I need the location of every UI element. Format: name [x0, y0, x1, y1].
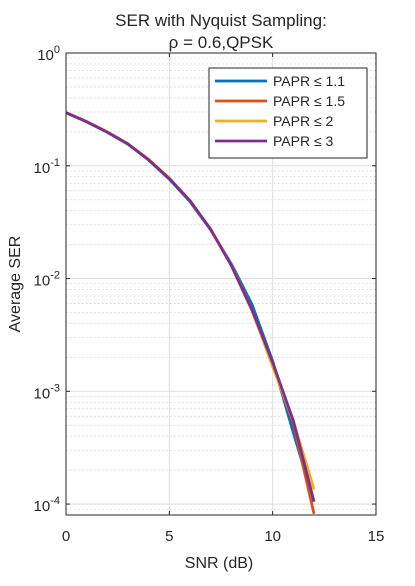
- y-axis-label: Average SER: [7, 236, 24, 333]
- legend-box: [208, 67, 368, 159]
- y-tick-label: 10-3: [34, 382, 60, 402]
- y-tick-label: 10-2: [34, 270, 60, 290]
- x-axis-label: SNR (dB): [185, 555, 253, 572]
- legend-label: PAPR ≤ 1.1: [273, 73, 345, 89]
- x-tick-label: 15: [368, 528, 385, 545]
- legend: PAPR ≤ 1.1 PAPR ≤ 1.5 PAPR ≤ 2 PAPR ≤ 3: [208, 67, 368, 159]
- legend-label: PAPR ≤ 3: [273, 133, 334, 149]
- plot-box: [65, 52, 377, 516]
- series-group: [65, 111, 316, 515]
- ticks: 0 5 10 15 100 10-1 10-2 10-3 10-4: [34, 44, 385, 545]
- x-tick-label: 5: [165, 528, 173, 545]
- x-tick-label: 10: [264, 528, 281, 545]
- chart-title-line2: ρ = 0.6,QPSK: [169, 33, 274, 52]
- y-tick-label: 100: [37, 44, 60, 64]
- y-tick-label: 10-4: [34, 495, 60, 515]
- legend-label: PAPR ≤ 2: [273, 113, 334, 129]
- y-tick-label: 10-1: [34, 157, 60, 177]
- chart-title-line1: SER with Nyquist Sampling:: [115, 11, 327, 30]
- x-tick-label: 0: [62, 528, 70, 545]
- series-line: [65, 111, 316, 503]
- legend-label: PAPR ≤ 1.5: [273, 93, 345, 109]
